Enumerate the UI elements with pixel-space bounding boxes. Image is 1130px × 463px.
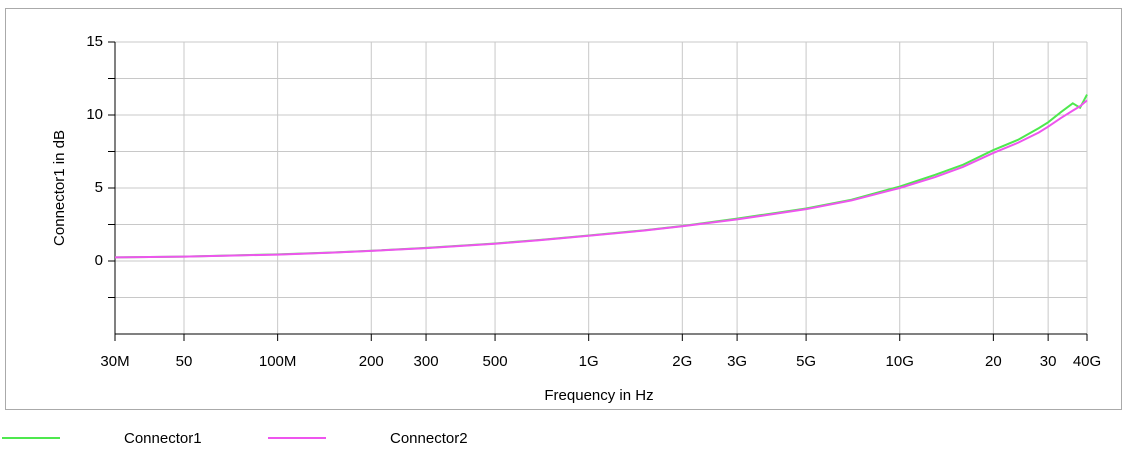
x-tick-label: 40G <box>1073 353 1101 370</box>
x-tick-label: 10G <box>886 353 914 370</box>
x-tick-label: 500 <box>483 353 508 370</box>
y-tick-label: 15 <box>86 33 103 50</box>
x-tick-label: 30M <box>100 353 129 370</box>
x-tick-label: 1G <box>579 353 599 370</box>
legend-label: Connector1 <box>124 430 202 447</box>
x-tick-label: 20 <box>985 353 1002 370</box>
x-tick-label: 50 <box>176 353 193 370</box>
x-axis-label: Frequency in Hz <box>544 387 653 404</box>
series-line <box>114 99 1088 259</box>
y-tick-label: 5 <box>95 179 103 196</box>
x-tick-label: 300 <box>414 353 439 370</box>
y-tick-label: 10 <box>86 106 103 123</box>
x-tick-label: 100M <box>259 353 297 370</box>
x-tick-label: 200 <box>359 353 384 370</box>
chart-frame <box>5 8 1122 410</box>
y-tick-label: 0 <box>95 252 103 269</box>
series-line <box>114 94 1088 259</box>
legend-label: Connector2 <box>390 430 468 447</box>
x-tick-label: 5G <box>796 353 816 370</box>
x-tick-label: 30 <box>1040 353 1057 370</box>
x-tick-label: 3G <box>727 353 747 370</box>
y-axis-label: Connector1 in dB <box>51 130 68 246</box>
x-tick-label: 2G <box>672 353 692 370</box>
